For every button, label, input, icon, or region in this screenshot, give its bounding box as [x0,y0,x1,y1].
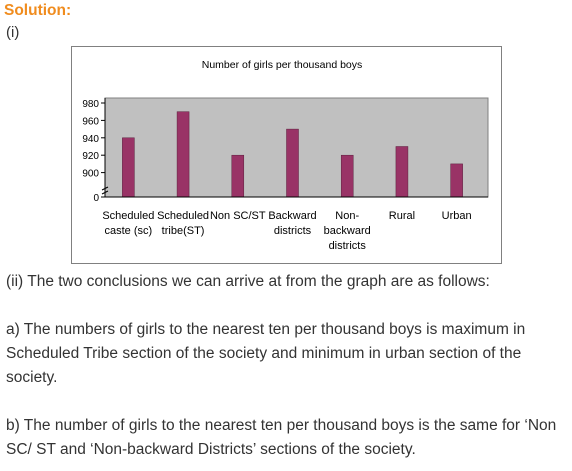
bar [395,146,409,198]
bar-chart: Number of girls per thousand boys 980 960… [82,59,489,252]
y-tick-label: 900 [82,169,99,180]
x-tick-label: Scheduled tribe(ST) [157,210,209,237]
bar [231,154,245,198]
y-tick-label: 940 [82,134,99,145]
conclusion-intro: (ii) The two conclusions we can arrive a… [6,273,490,290]
part-one-label: (i) [6,24,20,41]
y-tick-label: 980 [82,99,99,110]
bar [450,163,463,198]
y-tick-label: 960 [82,116,99,127]
x-tick-label: Backward districts [268,210,316,237]
bar [176,111,190,198]
y-tick-label: 920 [82,151,99,162]
x-tick-label: Urban [442,210,472,222]
bar [122,137,135,198]
solution-heading: Solution: [4,2,72,19]
axis-break-mark [101,186,109,195]
bar [340,154,354,198]
x-tick-label: Non SC/ST [210,210,266,222]
x-tick-label: Rural [389,210,415,222]
x-tick-label: Non-backward districts [324,210,371,252]
y-tick-label: 0 [93,193,99,204]
x-tick-label: Scheduled caste (sc) [102,210,154,237]
conclusion-a: a) The numbers of girls to the nearest t… [6,321,526,386]
chart-container: Number of girls per thousand boys 980 960… [71,46,502,264]
conclusion-b: b) The number of girls to the nearest te… [6,417,557,458]
bar [286,128,299,198]
chart-title: Number of girls per thousand boys [202,59,363,71]
